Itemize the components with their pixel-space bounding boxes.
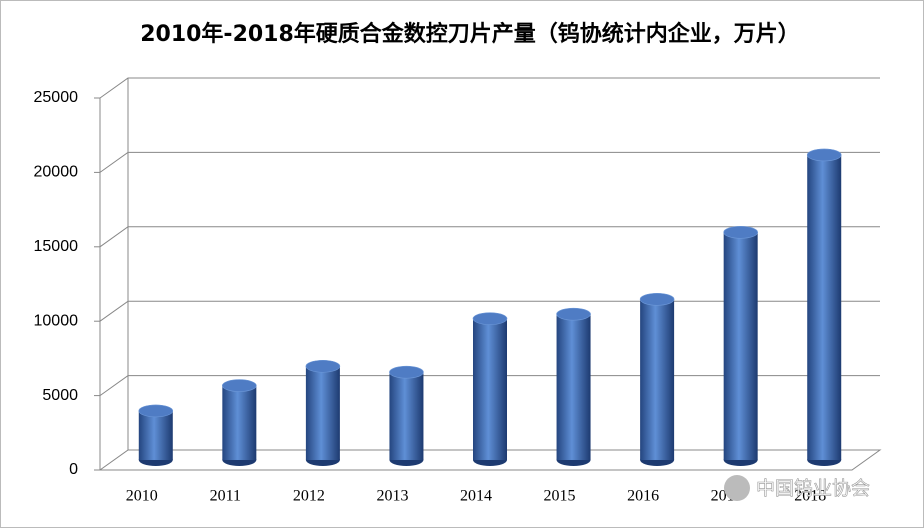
x-tick-label: 2010: [126, 488, 158, 505]
bar-top: [222, 379, 257, 392]
bar: [556, 314, 591, 460]
bar-top: [472, 312, 508, 325]
y-tick-label: 15000: [34, 238, 79, 255]
x-tick-label: 2013: [376, 488, 408, 505]
bar-top: [305, 359, 341, 373]
bar: [473, 318, 507, 460]
bar-top: [723, 226, 758, 239]
watermark-icon: [724, 475, 750, 501]
bar: [640, 299, 675, 460]
grid-line: [99, 151, 880, 173]
bar: [389, 372, 424, 460]
grid-line: [99, 375, 880, 397]
bar: [222, 385, 257, 460]
y-tick-label: 5000: [42, 387, 78, 404]
x-tick-label: 2018: [794, 488, 826, 505]
x-tick-label: 2016: [627, 488, 659, 505]
bar-top: [389, 365, 424, 379]
grid-line: [99, 226, 880, 248]
watermark-text: 中国钨业协会: [756, 478, 870, 500]
x-tick-label: 2011: [210, 488, 241, 505]
x-tick-label: 2012: [293, 488, 325, 505]
y-tick-label: 0: [69, 461, 78, 478]
bar: [305, 366, 340, 460]
bar-top: [806, 148, 842, 162]
bar-top: [138, 404, 174, 418]
bar-top: [556, 307, 591, 321]
chart-title: 2010年-2018年硬质合金数控刀片产量（钨协统计内企业，万片）: [140, 21, 800, 47]
y-tick-label: 25000: [34, 89, 79, 106]
plot: 0 5000 10000 15000 20000 25000 2010 2011 2012 201…: [34, 77, 880, 505]
bar-top: [639, 292, 675, 306]
bar: [723, 232, 758, 460]
x-tick-label: 2015: [544, 488, 576, 505]
y-tick-label: 20000: [34, 164, 79, 181]
bar: [807, 154, 842, 460]
x-tick-label: 2014: [460, 488, 492, 505]
grid-line: [99, 77, 880, 99]
grid-line: [99, 300, 880, 322]
y-tick-label: 10000: [34, 312, 79, 329]
bar: [138, 410, 173, 460]
watermark: 中国钨业协会: [724, 475, 870, 501]
